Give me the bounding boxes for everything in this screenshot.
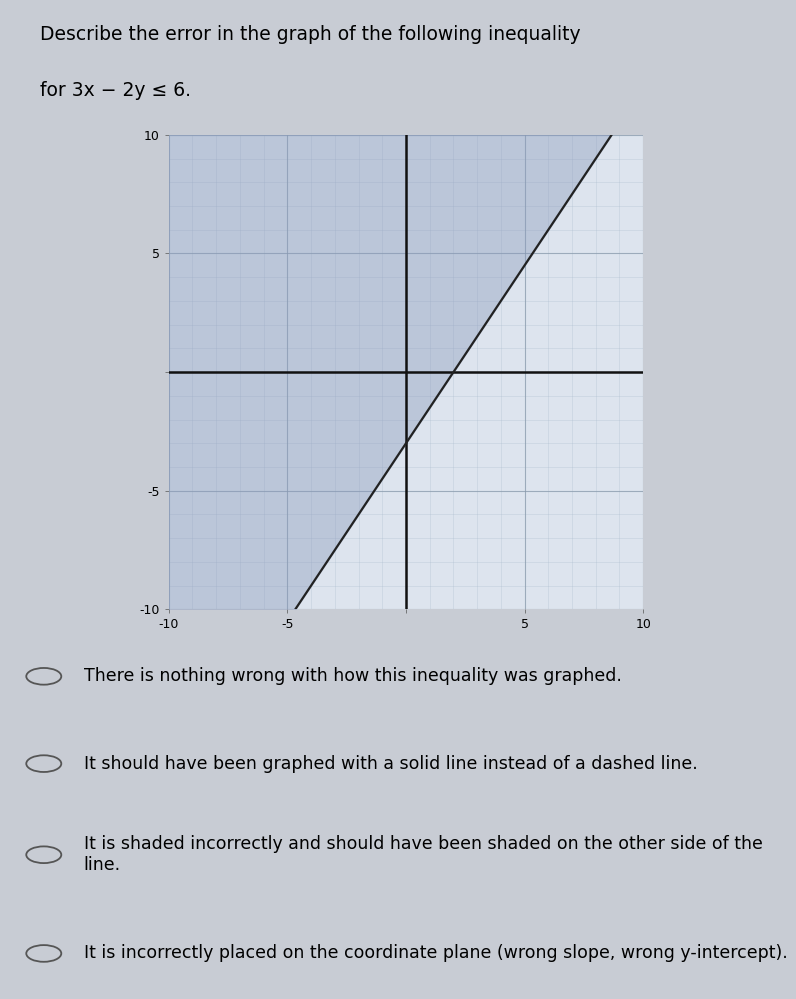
- Text: Describe the error in the graph of the following inequality: Describe the error in the graph of the f…: [40, 25, 580, 44]
- Text: It is shaded incorrectly and should have been shaded on the other side of the li: It is shaded incorrectly and should have…: [84, 835, 763, 874]
- Text: It is incorrectly placed on the coordinate plane (wrong slope, wrong y-intercept: It is incorrectly placed on the coordina…: [84, 944, 787, 962]
- Text: It should have been graphed with a solid line instead of a dashed line.: It should have been graphed with a solid…: [84, 754, 697, 772]
- Text: for 3x − 2y ≤ 6.: for 3x − 2y ≤ 6.: [40, 81, 191, 100]
- Text: There is nothing wrong with how this inequality was graphed.: There is nothing wrong with how this ine…: [84, 667, 622, 685]
